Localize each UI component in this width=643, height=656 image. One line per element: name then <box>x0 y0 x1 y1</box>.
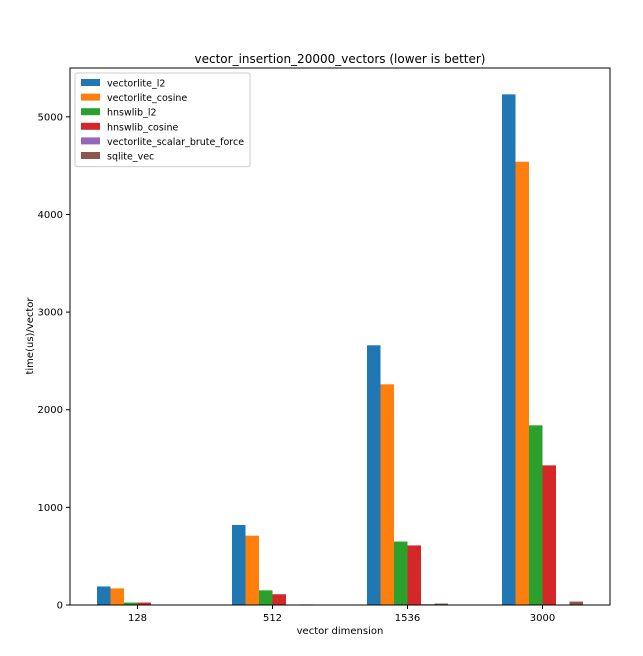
x-tick-label: 512 <box>263 613 282 624</box>
legend: vectorlite_l2 vectorlite_cosine hnswlib_l2… <box>74 72 251 168</box>
bar-vectorlite_cosine-128 <box>110 588 124 605</box>
legend-swatch <box>81 122 100 130</box>
axes-group: 128 512 1536 3000 0 1000 2000 3000 4000 5000 <box>38 112 556 624</box>
bar-hnswlib_l2-512 <box>259 590 273 605</box>
bar-hnswlib_cosine-128 <box>137 602 151 605</box>
y-tick-label: 4000 <box>38 210 63 221</box>
x-tick-label: 3000 <box>530 613 555 624</box>
y-tick-label: 2000 <box>38 405 63 416</box>
legend-entry-label: vectorlite_scalar_brute_force <box>107 137 244 148</box>
legend-entry-label: vectorlite_cosine <box>107 93 187 104</box>
x-tick-label: 128 <box>128 613 147 624</box>
legend-swatch <box>81 79 100 86</box>
bar-sqlite_vec-3000 <box>569 601 583 605</box>
legend-swatch <box>81 152 100 159</box>
legend-entry-label: hnswlib_l2 <box>107 108 157 119</box>
y-tick-label: 5000 <box>38 112 63 123</box>
bar-vectorlite_l2-1536 <box>367 345 381 605</box>
bar-vectorlite_cosine-512 <box>245 535 259 605</box>
bar-vectorlite_l2-3000 <box>502 94 516 606</box>
bar-hnswlib_cosine-512 <box>272 594 286 605</box>
bars-group <box>97 94 583 606</box>
x-tick-label: 1536 <box>395 613 420 624</box>
legend-swatch <box>81 108 100 116</box>
bar-vectorlite_l2-512 <box>232 524 246 605</box>
bar-hnswlib_l2-1536 <box>394 541 408 605</box>
bar-hnswlib_cosine-3000 <box>542 465 556 605</box>
chart-title: vector_insertion_20000_vectors (lower is… <box>195 52 486 66</box>
legend-entry-label: sqlite_vec <box>107 152 154 163</box>
bar-vectorlite_l2-128 <box>97 586 111 605</box>
bar-hnswlib_l2-128 <box>124 602 138 605</box>
y-tick-label: 0 <box>57 601 63 612</box>
plot-frame <box>69 67 611 606</box>
bar-vectorlite_cosine-1536 <box>380 384 394 605</box>
x-axis-label: vector dimension <box>297 626 384 637</box>
legend-box <box>74 72 251 168</box>
bar-vectorlite_cosine-3000 <box>515 161 529 606</box>
bar-hnswlib_l2-3000 <box>529 425 543 605</box>
legend-entry-label: hnswlib_cosine <box>107 122 178 133</box>
legend-entry-label: vectorlite_l2 <box>107 79 165 90</box>
legend-swatch <box>81 137 100 145</box>
y-axis-label: time(us)/vector <box>25 297 36 375</box>
y-tick-label: 1000 <box>38 503 63 514</box>
legend-swatch <box>81 93 100 101</box>
bar-hnswlib_cosine-1536 <box>407 545 421 605</box>
bar-sqlite_vec-1536 <box>434 603 448 605</box>
y-tick-label: 3000 <box>38 308 63 319</box>
